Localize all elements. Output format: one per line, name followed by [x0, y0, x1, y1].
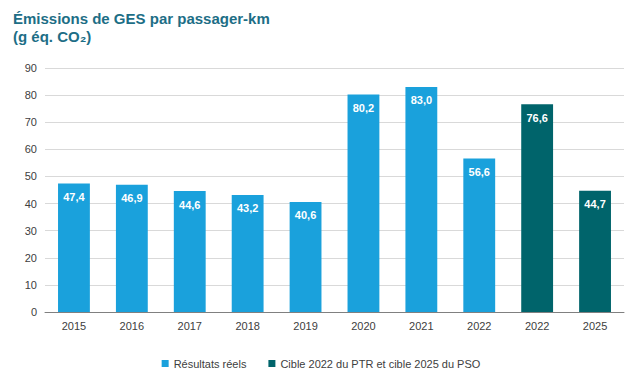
svg-text:80,2: 80,2	[353, 102, 374, 114]
svg-text:80: 80	[25, 89, 37, 101]
svg-text:(g éq. CO₂): (g éq. CO₂)	[13, 28, 91, 45]
svg-text:Émissions de GES par passager-: Émissions de GES par passager-km	[13, 10, 270, 27]
svg-text:2022: 2022	[467, 320, 491, 332]
svg-text:90: 90	[25, 62, 37, 74]
svg-text:56,6: 56,6	[469, 166, 490, 178]
svg-text:0: 0	[31, 306, 37, 318]
svg-text:2020: 2020	[351, 320, 375, 332]
svg-text:2022: 2022	[525, 320, 549, 332]
svg-text:2018: 2018	[235, 320, 259, 332]
svg-text:Résultats réels: Résultats réels	[174, 358, 247, 370]
svg-text:83,0: 83,0	[411, 94, 432, 106]
svg-text:43,2: 43,2	[237, 202, 258, 214]
svg-text:70: 70	[25, 116, 37, 128]
svg-text:10: 10	[25, 279, 37, 291]
svg-text:2017: 2017	[178, 320, 202, 332]
svg-text:47,4: 47,4	[63, 191, 85, 203]
svg-text:46,9: 46,9	[121, 192, 142, 204]
svg-text:30: 30	[25, 225, 37, 237]
svg-text:50: 50	[25, 170, 37, 182]
svg-text:2019: 2019	[293, 320, 317, 332]
svg-text:76,6: 76,6	[526, 112, 547, 124]
svg-text:Cible 2022 du PTR et cible 202: Cible 2022 du PTR et cible 2025 du PSO	[280, 358, 480, 370]
svg-text:40: 40	[25, 198, 37, 210]
svg-text:2025: 2025	[583, 320, 607, 332]
svg-text:44,7: 44,7	[584, 198, 605, 210]
svg-text:2015: 2015	[62, 320, 86, 332]
svg-text:2021: 2021	[409, 320, 433, 332]
svg-text:2016: 2016	[120, 320, 144, 332]
svg-text:40,6: 40,6	[295, 209, 316, 221]
svg-text:44,6: 44,6	[179, 199, 200, 211]
svg-text:60: 60	[25, 143, 37, 155]
svg-text:20: 20	[25, 252, 37, 264]
